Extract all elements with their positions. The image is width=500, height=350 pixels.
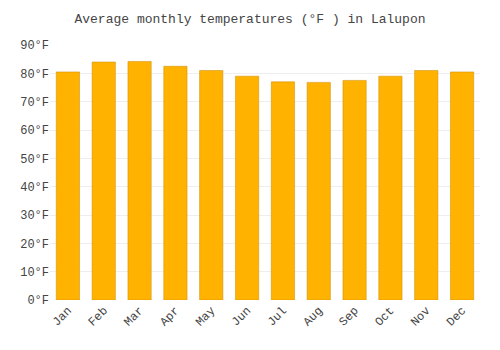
svg-text:May: May <box>193 304 218 329</box>
svg-text:Jan: Jan <box>50 304 75 329</box>
svg-text:40°F: 40°F <box>20 181 49 195</box>
svg-text:Average monthly temperatures (: Average monthly temperatures (°F ) in La… <box>74 12 425 27</box>
svg-text:Aug: Aug <box>301 304 326 329</box>
svg-text:20°F: 20°F <box>20 238 49 252</box>
svg-text:80°F: 80°F <box>20 68 49 82</box>
svg-text:Dec: Dec <box>444 304 469 329</box>
svg-text:Nov: Nov <box>408 304 433 329</box>
svg-text:10°F: 10°F <box>20 266 49 280</box>
svg-text:Sep: Sep <box>336 304 361 329</box>
svg-text:Feb: Feb <box>86 304 111 329</box>
svg-text:Mar: Mar <box>121 304 146 329</box>
svg-text:Jun: Jun <box>229 304 254 329</box>
svg-text:70°F: 70°F <box>20 96 49 110</box>
svg-text:30°F: 30°F <box>20 209 49 223</box>
svg-text:90°F: 90°F <box>20 39 49 53</box>
svg-text:Jul: Jul <box>265 304 290 329</box>
svg-text:60°F: 60°F <box>20 124 49 138</box>
svg-text:50°F: 50°F <box>20 153 49 167</box>
svg-text:0°F: 0°F <box>27 294 49 308</box>
svg-text:Oct: Oct <box>372 304 397 329</box>
svg-text:Apr: Apr <box>157 304 182 329</box>
